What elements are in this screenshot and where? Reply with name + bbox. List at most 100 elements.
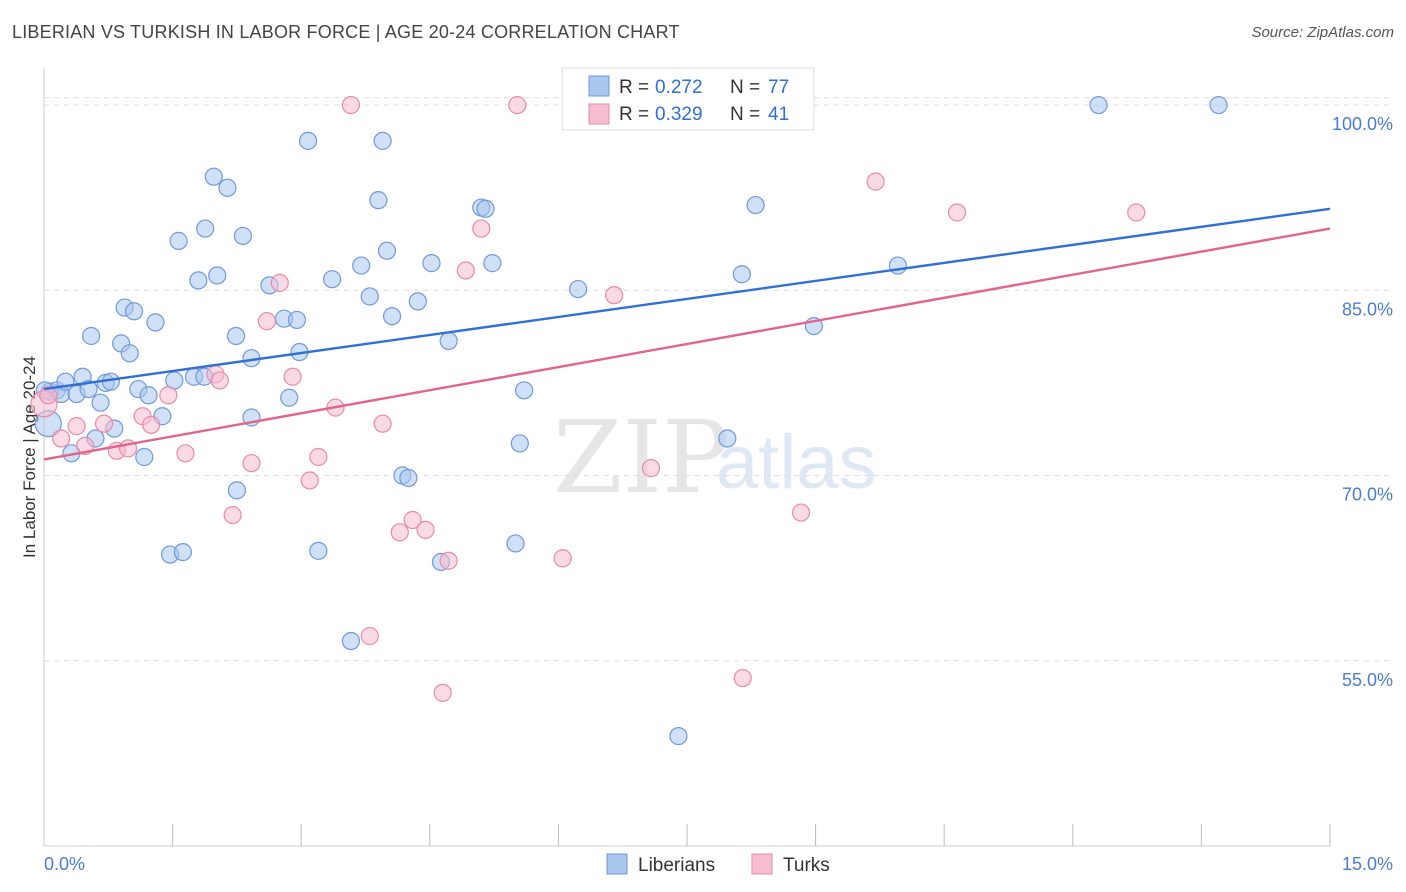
bottom-legend: Liberians Turks	[606, 853, 830, 876]
point-liberians-68	[669, 726, 688, 746]
point-turks-37	[791, 503, 811, 522]
point-turks-31	[472, 219, 491, 238]
source-label: Source: ZipAtlas.com	[1251, 24, 1394, 41]
point-liberians-66	[515, 381, 534, 400]
point-liberians-45	[298, 131, 318, 150]
point-turks-38	[866, 172, 885, 191]
legend-box: R = 0.272 N = 77 R = 0.329 N = 41	[561, 67, 815, 131]
point-liberians-22	[146, 313, 165, 332]
point-liberians-34	[218, 178, 237, 197]
point-turks-22	[341, 95, 361, 115]
legend-n-label-liberians: N =	[730, 77, 760, 98]
trend-lines	[43, 207, 1331, 461]
point-liberians-74	[1089, 95, 1108, 115]
data-points	[30, 95, 1228, 746]
point-liberians-75	[1209, 95, 1228, 115]
point-turks-23	[360, 626, 379, 646]
point-liberians-20	[135, 447, 154, 467]
legend-swatch-turks	[588, 103, 610, 125]
point-liberians-63	[483, 254, 502, 273]
point-liberians-51	[369, 191, 388, 210]
point-liberians-54	[382, 307, 402, 326]
point-liberians-26	[169, 231, 188, 250]
point-liberians-42	[280, 388, 299, 407]
point-turks-14	[223, 505, 242, 525]
y-tick-label-1: 70.0%	[1342, 485, 1393, 505]
point-turks-16	[257, 312, 277, 331]
x-tick-label-min: 0.0%	[44, 854, 85, 874]
x-tick-label-max: 15.0%	[1342, 854, 1393, 874]
point-liberians-35	[226, 326, 246, 346]
bottom-swatch-liberians	[606, 853, 628, 875]
point-liberians-46	[309, 541, 328, 560]
y-axis-label: In Labor Force | Age 20-24	[20, 356, 39, 558]
point-liberians-18	[124, 302, 144, 321]
point-turks-26	[403, 510, 422, 530]
point-turks-36	[733, 668, 752, 688]
point-turks-2	[52, 429, 71, 448]
trend-line-turks	[43, 227, 1331, 461]
point-turks-15	[242, 454, 261, 473]
point-liberians-47	[322, 270, 342, 289]
axes	[43, 68, 1331, 847]
point-turks-29	[439, 551, 458, 570]
point-turks-3	[67, 417, 86, 436]
point-liberians-64	[506, 534, 525, 553]
point-turks-30	[456, 261, 475, 280]
point-turks-1	[39, 386, 58, 405]
point-liberians-21	[139, 386, 158, 405]
point-liberians-29	[189, 271, 208, 290]
point-turks-13	[210, 371, 229, 390]
point-liberians-73	[888, 256, 908, 275]
point-liberians-27	[173, 542, 192, 562]
point-liberians-71	[746, 195, 765, 215]
point-turks-20	[309, 447, 328, 467]
y-tick-label-2: 85.0%	[1342, 299, 1393, 319]
point-liberians-8	[79, 379, 98, 399]
bottom-legend-liberians: Liberians	[638, 855, 715, 876]
point-turks-39	[947, 203, 967, 222]
point-turks-10	[159, 386, 178, 405]
point-turks-33	[553, 549, 572, 568]
point-liberians-32	[204, 167, 223, 186]
point-liberians-49	[352, 256, 371, 275]
bottom-legend-turks: Turks	[783, 855, 830, 876]
legend-swatch-liberians	[588, 75, 610, 97]
point-turks-18	[283, 367, 302, 386]
point-turks-19	[300, 471, 319, 490]
point-liberians-60	[439, 331, 458, 351]
y-tick-labels: 55.0% 70.0% 85.0% 100.0%	[1332, 114, 1393, 690]
legend-r-label-liberians: R =	[619, 77, 649, 98]
point-liberians-11	[91, 393, 110, 412]
point-liberians-9	[82, 326, 101, 346]
point-turks-5	[94, 414, 114, 433]
point-turks-34	[605, 286, 624, 305]
watermark-atlas: atlas	[716, 420, 877, 505]
legend-r-label-turks: R =	[619, 104, 649, 125]
point-turks-35	[641, 459, 661, 478]
point-turks-24	[373, 414, 392, 433]
point-turks-32	[508, 95, 527, 115]
point-turks-27	[416, 520, 435, 539]
bottom-swatch-turks	[751, 853, 773, 875]
point-liberians-50	[360, 287, 379, 306]
point-liberians-36	[227, 481, 246, 500]
point-liberians-58	[422, 254, 441, 273]
y-tick-label-0: 55.0%	[1342, 670, 1393, 690]
point-liberians-53	[377, 241, 397, 260]
legend-n-value-liberians: 77	[768, 77, 789, 98]
point-liberians-67	[569, 279, 588, 299]
point-liberians-37	[233, 226, 253, 246]
point-turks-28	[433, 683, 452, 702]
point-turks-25	[390, 523, 409, 542]
legend-r-value-turks: 0.329	[655, 104, 703, 125]
x-tick-labels: 0.0% 15.0%	[44, 854, 1393, 874]
point-liberians-70	[732, 265, 751, 284]
point-liberians-57	[408, 292, 427, 311]
point-liberians-31	[196, 219, 215, 238]
legend-n-label-turks: N =	[730, 104, 760, 125]
y-tick-label-3: 100.0%	[1332, 114, 1393, 134]
point-liberians-56	[399, 468, 418, 488]
point-turks-40	[1127, 203, 1146, 222]
